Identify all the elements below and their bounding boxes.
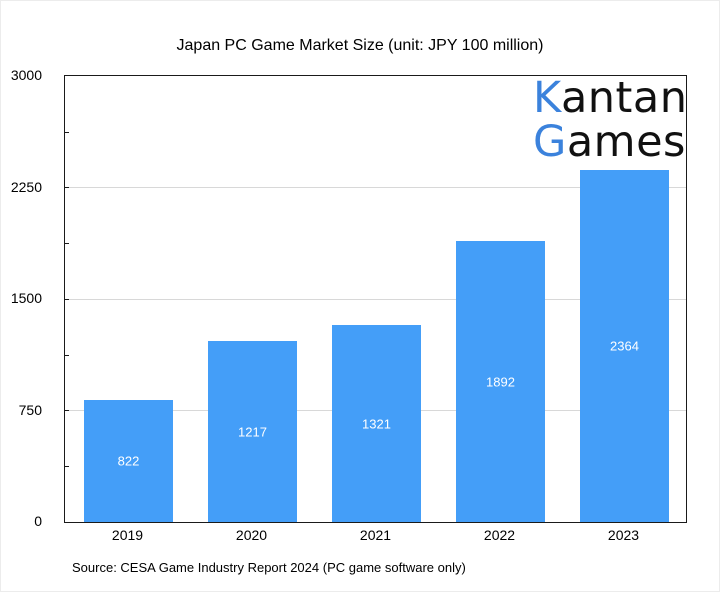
gridline	[65, 299, 686, 300]
source-note: Source: CESA Game Industry Report 2024 (…	[72, 560, 466, 575]
x-tick-label: 2020	[235, 527, 268, 543]
x-tick-label: 2019	[111, 527, 144, 543]
y-tick-label: 0	[34, 513, 42, 529]
bar-2020: 1217	[208, 341, 297, 522]
bar-value-label: 1217	[238, 424, 267, 439]
bar-value-label: 1892	[486, 374, 515, 389]
x-tick-label: 2022	[483, 527, 516, 543]
bar-value-label: 1321	[362, 416, 391, 431]
kantan-games-logo: Kantan Games	[533, 73, 687, 167]
bar-2023: 2364	[580, 170, 669, 522]
minor-tick	[65, 243, 69, 244]
minor-tick	[65, 132, 69, 133]
bar-2022: 1892	[456, 241, 545, 522]
logo-antan: antan	[560, 73, 688, 123]
logo-ames: ames	[566, 117, 686, 167]
logo-g: G	[533, 117, 567, 167]
y-tick-label: 2250	[10, 179, 42, 195]
bar-2021: 1321	[332, 325, 421, 522]
chart-title: Japan PC Game Market Size (unit: JPY 100…	[176, 37, 544, 54]
bar-value-label: 822	[117, 453, 140, 469]
y-tick-label: 3000	[10, 67, 42, 83]
plot-area: 822 1217 1321 1892 2364	[64, 75, 687, 523]
bar-value-label: 2364	[610, 338, 639, 354]
gridline	[65, 187, 686, 188]
y-tick-label: 1500	[10, 290, 42, 306]
x-tick-label: 2023	[607, 527, 640, 543]
major-tick	[65, 187, 69, 188]
major-tick	[65, 410, 69, 411]
x-tick-label: 2021	[359, 527, 392, 543]
minor-tick	[65, 355, 69, 356]
major-tick	[65, 299, 69, 300]
bar-2019: 822	[84, 400, 173, 522]
logo-k: K	[533, 73, 561, 123]
y-tick-label: 750	[18, 402, 42, 418]
minor-tick	[65, 466, 69, 467]
